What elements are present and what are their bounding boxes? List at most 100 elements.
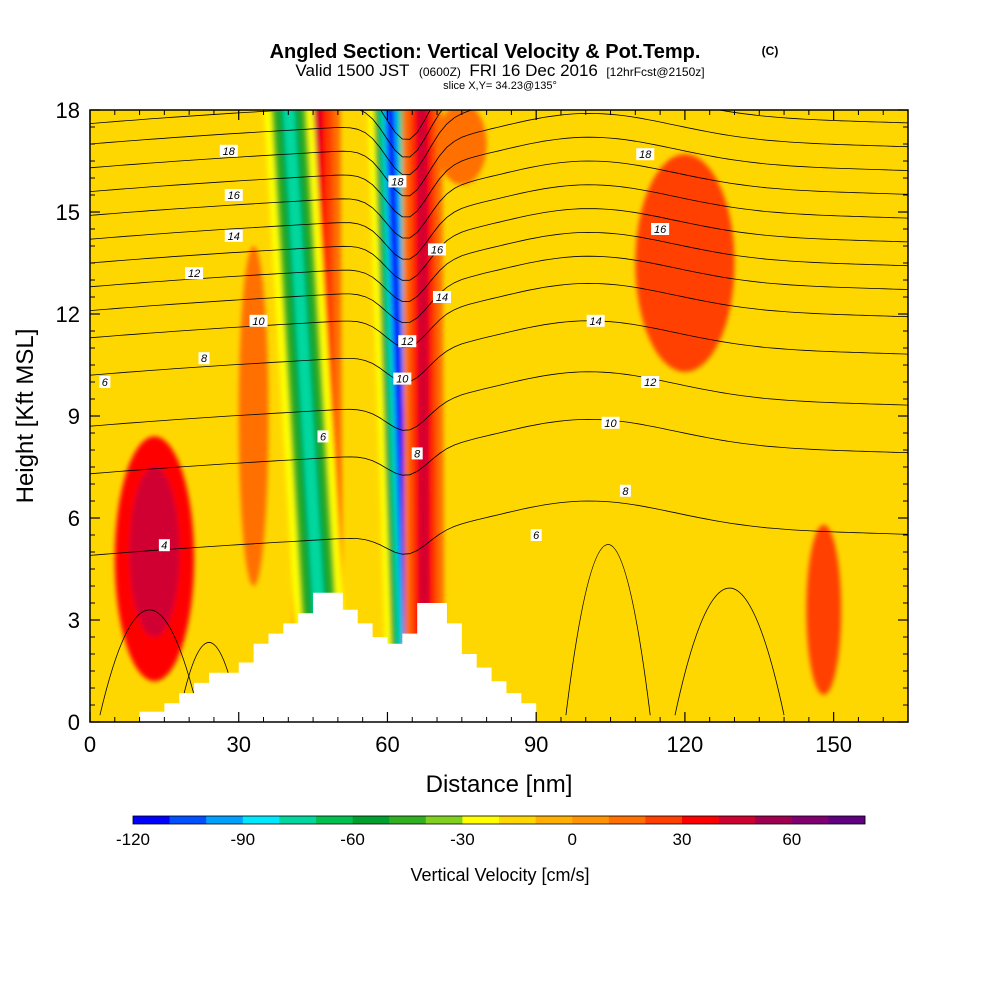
- theta-label: 6: [530, 529, 542, 542]
- velocity-cell: [635, 154, 735, 372]
- theta-contour-line: [90, 160, 908, 239]
- theta-contour-line: [90, 371, 908, 431]
- theta-label-text: 14: [590, 316, 602, 328]
- velocity-cell: [238, 246, 269, 586]
- copyright-mark: (C): [762, 44, 779, 58]
- theta-label-text: 18: [391, 176, 404, 188]
- theta-label: 14: [432, 291, 451, 304]
- theta-contour-line: [90, 112, 908, 197]
- theta-label-bg: [249, 314, 268, 327]
- theta-contour-line: [674, 587, 785, 716]
- x-tick-label: 30: [226, 732, 250, 757]
- theta-contour-line: [90, 255, 908, 324]
- terrain-mask: [139, 592, 537, 724]
- theta-contour-line: [90, 136, 908, 218]
- theta-label-bg: [224, 229, 243, 242]
- chart-header: Angled Section: Vertical Velocity & Pot.…: [270, 41, 779, 92]
- y-tick-label: 9: [68, 404, 80, 429]
- colorbar-tick-label: -90: [231, 830, 256, 849]
- theta-label: 18: [219, 144, 238, 158]
- theta-label: 12: [398, 335, 417, 348]
- theta-contour-line: [90, 110, 443, 158]
- theta-label: 10: [249, 314, 268, 328]
- vertical-velocity-field: [114, 110, 842, 722]
- theta-label-bg: [388, 175, 407, 188]
- theta-label-bg: [198, 352, 210, 365]
- theta-label: 8: [411, 447, 423, 460]
- theta-label-bg: [432, 291, 451, 303]
- plot-background: [90, 110, 908, 722]
- velocity-cell: [437, 110, 487, 185]
- colorbar-swatch: [682, 816, 719, 824]
- theta-contour-line: [90, 500, 908, 556]
- theta-label-bg: [411, 447, 423, 460]
- colorbar-tick-label: -30: [450, 830, 475, 849]
- theta-label: 14: [224, 229, 243, 243]
- theta-label: 12: [185, 267, 204, 280]
- theta-label-bg: [651, 223, 670, 235]
- y-tick-label: 0: [68, 710, 80, 735]
- theta-label-text: 4: [161, 540, 167, 552]
- colorbar-swatch: [499, 816, 536, 824]
- colorbar-tick-label: 0: [567, 830, 576, 849]
- colorbar-swatch: [169, 816, 207, 824]
- y-tick-label: 15: [56, 200, 80, 225]
- valid-date: FRI 16 Dec 2016: [469, 61, 598, 80]
- theta-label-bg: [317, 430, 329, 443]
- colorbar-swatch: [352, 816, 390, 824]
- x-tick-label: 90: [524, 732, 548, 757]
- theta-label: 10: [601, 416, 620, 430]
- theta-label-text: 10: [252, 316, 265, 328]
- theta-contour-line: [90, 418, 908, 476]
- theta-label-bg: [636, 148, 655, 161]
- axis-ticks: 0 30 60 90 120 150 0 3 6 9 12 15 18: [56, 98, 908, 757]
- theta-label-text: 18: [639, 149, 652, 161]
- field-shading: [114, 110, 842, 722]
- potential-temperature-contours: [90, 110, 908, 716]
- x-axis-label: Distance [nm]: [426, 771, 573, 798]
- colorbar-swatch: [462, 816, 500, 824]
- theta-label-text: 14: [228, 231, 240, 243]
- theta-label-bg: [185, 267, 204, 280]
- theta-label-text: 12: [188, 268, 200, 280]
- theta-label-bg: [158, 539, 170, 552]
- theta-label-text: 12: [644, 377, 656, 389]
- velocity-band-downdraft-west: [282, 110, 332, 722]
- colorbar-swatch: [133, 816, 170, 824]
- valid-time-utc: (0600Z): [419, 65, 461, 79]
- theta-label: 4: [158, 539, 170, 552]
- theta-label-bg: [601, 416, 620, 429]
- colorbar-swatch: [572, 816, 610, 824]
- theta-label-bg: [398, 335, 417, 348]
- theta-contour-line: [90, 208, 908, 281]
- theta-label-bg: [586, 314, 605, 327]
- y-tick-label: 18: [56, 98, 80, 123]
- theta-label-bg: [530, 529, 542, 541]
- colorbar-swatch: [242, 816, 280, 824]
- theta-contour-line: [90, 320, 908, 383]
- theta-label-text: 6: [320, 431, 327, 443]
- theta-label: 18: [388, 175, 407, 188]
- chart-title: Angled Section: Vertical Velocity & Pot.…: [270, 41, 701, 63]
- theta-label: 16: [428, 243, 447, 256]
- colorbar-tick-label: -60: [340, 830, 365, 849]
- theta-label: 16: [224, 189, 243, 202]
- y-tick-label: 3: [68, 608, 80, 633]
- theta-label: 6: [99, 376, 111, 389]
- velocity-band-updraft-main: [417, 110, 430, 722]
- colorbar-swatch: [608, 816, 646, 824]
- colorbar-swatch: [645, 816, 683, 824]
- colorbar-swatch: [718, 816, 756, 824]
- theta-label-bg: [219, 144, 238, 157]
- theta-label-text: 8: [201, 353, 208, 365]
- theta-label-text: 8: [622, 486, 629, 498]
- theta-label: 6: [317, 430, 329, 443]
- theta-label-text: 10: [396, 374, 409, 386]
- theta-label-text: 16: [228, 190, 241, 202]
- theta-label-text: 6: [533, 530, 540, 542]
- colorbar-tick-label: 60: [782, 830, 801, 849]
- y-axis-label: Height [Kft MSL]: [12, 329, 39, 504]
- forecast-info: [12hrFcst@2150z]: [606, 65, 704, 79]
- theta-label-text: 14: [436, 292, 448, 304]
